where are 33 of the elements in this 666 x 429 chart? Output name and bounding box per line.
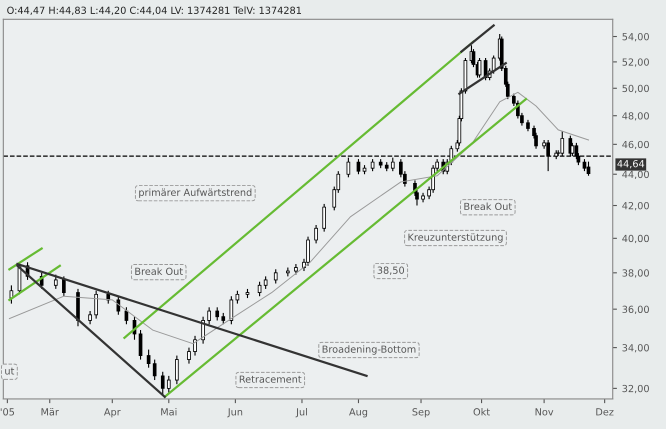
y-tick-label: 32,00: [622, 384, 649, 394]
y-tick-label: 50,00: [622, 84, 649, 94]
y-tick-label: 38,00: [622, 269, 649, 278]
y-tick-label: 46,00: [622, 140, 649, 150]
x-tick-label: Okt: [474, 408, 490, 416]
x-tick-label: Mär: [42, 408, 59, 416]
y-tick-label: 42,00: [622, 202, 649, 210]
annotation: 38,50: [378, 266, 404, 275]
x-tick-label: Nov: [536, 408, 554, 416]
annotation: Kreuzunterstützung: [408, 233, 503, 243]
x-tick-label: '05: [0, 408, 14, 416]
x-tick-label: Jun: [227, 408, 242, 418]
annotation: Retracement: [240, 376, 302, 383]
annotation: primärer Aufwärtstrend: [139, 188, 252, 198]
annotation: Broadening-Bottom: [322, 345, 416, 355]
chart-title: O:44,47 H:44,83 L:44,20 C:44,04 LV: 1374281 TelV: 1374281: [7, 6, 302, 15]
y-tick-label: 34,00: [622, 344, 649, 352]
x-tick-label: Mai: [161, 408, 176, 416]
y-tick-label: 52,00: [622, 58, 649, 67]
annotation: Break Out: [464, 202, 512, 210]
x-tick-label: Apr: [104, 408, 121, 418]
y-tick-label: 44,00: [622, 170, 649, 180]
annotation: Break Out: [135, 267, 183, 275]
x-tick-label: Dez: [596, 408, 614, 416]
y-tick-label: 40,00: [622, 234, 649, 244]
x-tick-label: Jul: [296, 408, 307, 418]
x-tick-label: Aug: [349, 408, 368, 418]
x-tick-label: Sep: [412, 408, 430, 418]
annotation: 44,64: [617, 160, 644, 168]
y-tick-label: 48,00: [622, 112, 649, 121]
annotation: ut: [5, 368, 14, 375]
y-tick-label: 54,00: [622, 32, 649, 42]
y-tick-label: 36,00: [622, 306, 649, 314]
